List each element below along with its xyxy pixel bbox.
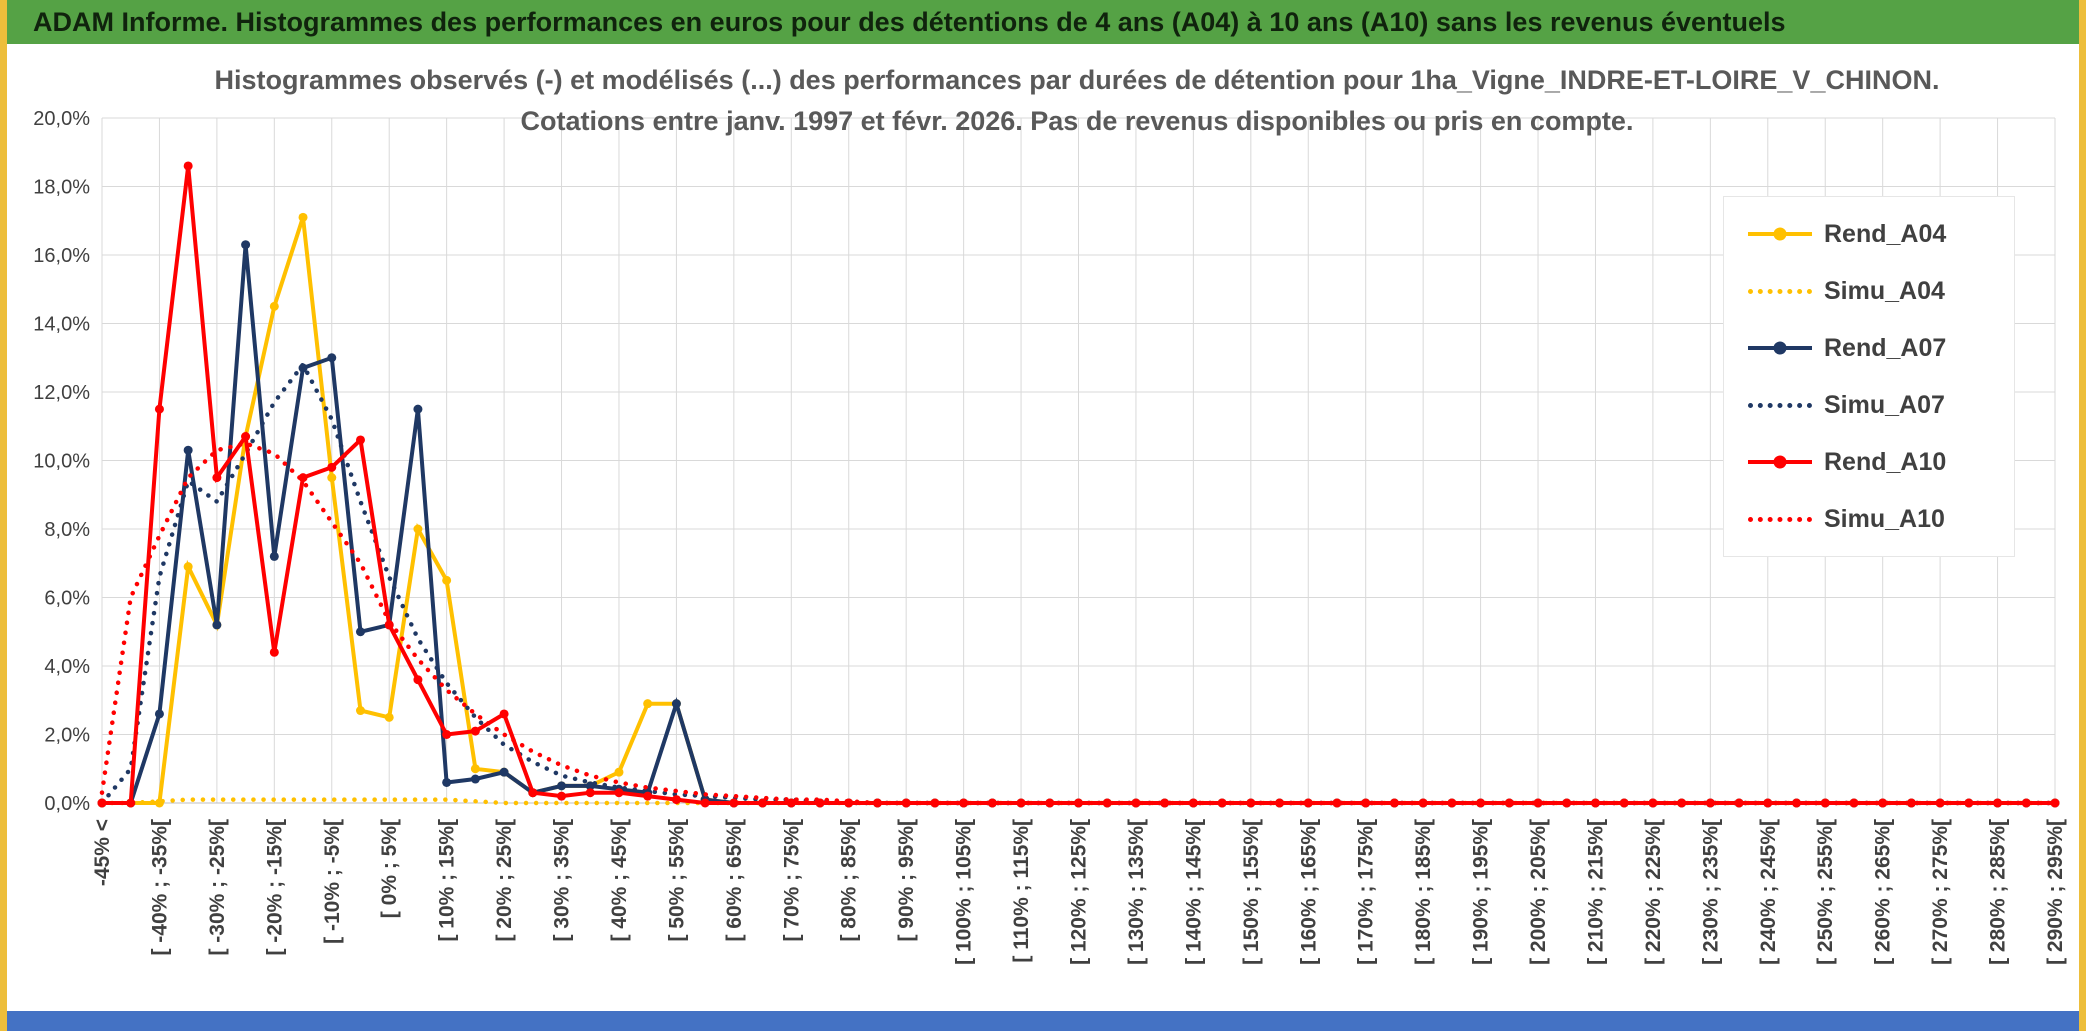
header-bar: ADAM Informe. Histogrammes des performan…	[7, 0, 2079, 44]
svg-text:[ 250% ; 255%[: [ 250% ; 255%[	[1814, 819, 1837, 965]
svg-text:20,0%: 20,0%	[33, 108, 90, 130]
svg-text:[ -40% ; -35%[: [ -40% ; -35%[	[148, 819, 171, 956]
window-title: ADAM Informe. Histogrammes des performan…	[33, 6, 1786, 37]
legend-label: Simu_A10	[1824, 504, 1945, 533]
legend-item-simu_a04: Simu_A04	[1748, 274, 1990, 308]
svg-text:[ 110% ; 115%[: [ 110% ; 115%[	[1010, 819, 1033, 963]
svg-text:2,0%: 2,0%	[44, 725, 90, 747]
legend-label: Rend_A10	[1824, 447, 1947, 476]
legend-item-simu_a07: Simu_A07	[1748, 388, 1990, 422]
svg-text:[ 10% ; 15%[: [ 10% ; 15%[	[436, 819, 459, 942]
chart-area: -45% < [ -40% ; -35%[ [ -30% ; -25%[ [ -20%…	[7, 44, 2079, 1011]
marker-dot-icon	[1773, 227, 1787, 241]
svg-text:[ 50% ; 55%[: [ 50% ; 55%[	[665, 819, 688, 942]
legend-label: Simu_A07	[1824, 390, 1945, 419]
legend-label: Simu_A04	[1824, 276, 1945, 305]
svg-text:[ 80% ; 85%[: [ 80% ; 85%[	[838, 819, 861, 942]
svg-text:6,0%: 6,0%	[44, 588, 90, 610]
performance-histogram-chart: -45% < [ -40% ; -35%[ [ -30% ; -25%[ [ -20%…	[33, 108, 2067, 965]
solid-line-sample-icon	[1748, 338, 1812, 358]
svg-text:[ 180% ; 185%[: [ 180% ; 185%[	[1412, 819, 1435, 965]
legend-label: Rend_A04	[1824, 219, 1947, 248]
svg-text:[ 170% ; 175%[: [ 170% ; 175%[	[1355, 819, 1378, 965]
svg-text:12,0%: 12,0%	[33, 382, 90, 404]
svg-text:[ 130% ; 135%[: [ 130% ; 135%[	[1125, 819, 1148, 965]
legend-item-rend_a07: Rend_A07	[1748, 331, 1990, 365]
svg-text:[ 270% ; 275%[: [ 270% ; 275%[	[1929, 819, 1952, 965]
svg-text:[ 150% ; 155%[: [ 150% ; 155%[	[1240, 819, 1263, 965]
svg-text:[ 290% ; 295%[: [ 290% ; 295%[	[2044, 819, 2067, 965]
svg-text:4,0%: 4,0%	[44, 656, 90, 678]
svg-text:[ 190% ; 195%[: [ 190% ; 195%[	[1470, 819, 1493, 965]
dotted-line-sample-icon	[1748, 395, 1812, 415]
legend-item-rend_a04: Rend_A04	[1748, 217, 1990, 251]
svg-text:[ -20% ; -15%[: [ -20% ; -15%[	[263, 819, 286, 956]
marker-dot-icon	[1773, 455, 1787, 469]
svg-text:14,0%: 14,0%	[33, 314, 90, 336]
legend-item-simu_a10: Simu_A10	[1748, 502, 1990, 536]
footer-bar	[7, 1011, 2079, 1031]
solid-line-sample-icon	[1748, 452, 1812, 472]
svg-text:[ 280% ; 285%[: [ 280% ; 285%[	[1987, 819, 2010, 965]
svg-text:[ 70% ; 75%[: [ 70% ; 75%[	[780, 819, 803, 942]
chart-title: Histogrammes observés (-) et modélisés (…	[97, 60, 2057, 142]
svg-text:[ 200% ; 205%[: [ 200% ; 205%[	[1527, 819, 1550, 965]
solid-line-sample-icon	[1748, 224, 1812, 244]
svg-text:[ 60% ; 65%[: [ 60% ; 65%[	[723, 819, 746, 942]
chart-title-line-1: Histogrammes observés (-) et modélisés (…	[214, 65, 1940, 95]
svg-text:[ -10% ; -5%[: [ -10% ; -5%[	[321, 819, 344, 944]
dotted-line-sample-icon	[1748, 509, 1812, 529]
svg-text:[ 230% ; 235%[: [ 230% ; 235%[	[1699, 819, 1722, 965]
svg-text:[ 220% ; 225%[: [ 220% ; 225%[	[1642, 819, 1665, 965]
svg-text:[ 0% ; 5%[: [ 0% ; 5%[	[378, 819, 401, 918]
svg-text:[ 90% ; 95%[: [ 90% ; 95%[	[895, 819, 918, 942]
svg-text:[ -30% ; -25%[: [ -30% ; -25%[	[206, 819, 229, 956]
dotted-line-sample-icon	[1748, 281, 1812, 301]
svg-text:16,0%: 16,0%	[33, 245, 90, 267]
chart-legend: Rend_A04 Simu_A04 Rend_A07 Simu_A07 Rend_A10…	[1723, 196, 2015, 557]
svg-text:[ 160% ; 165%[: [ 160% ; 165%[	[1297, 819, 1320, 965]
svg-text:[ 240% ; 245%[: [ 240% ; 245%[	[1757, 819, 1780, 965]
svg-text:[ 30% ; 35%[: [ 30% ; 35%[	[551, 819, 574, 942]
svg-text:[ 120% ; 125%[: [ 120% ; 125%[	[1068, 819, 1091, 965]
svg-text:[ 20% ; 25%[: [ 20% ; 25%[	[493, 819, 516, 942]
svg-text:8,0%: 8,0%	[44, 519, 90, 541]
svg-text:18,0%: 18,0%	[33, 177, 90, 199]
svg-text:-45% <: -45% <	[91, 819, 114, 886]
marker-dot-icon	[1773, 341, 1787, 355]
svg-text:[ 140% ; 145%[: [ 140% ; 145%[	[1182, 819, 1205, 965]
legend-item-rend_a10: Rend_A10	[1748, 445, 1990, 479]
svg-text:[ 210% ; 215%[: [ 210% ; 215%[	[1584, 819, 1607, 965]
svg-text:[ 100% ; 105%[: [ 100% ; 105%[	[953, 819, 976, 965]
svg-text:[ 260% ; 265%[: [ 260% ; 265%[	[1872, 819, 1895, 965]
svg-text:[ 40% ; 45%[: [ 40% ; 45%[	[608, 819, 631, 942]
svg-text:10,0%: 10,0%	[33, 451, 90, 473]
chart-title-line-2: Cotations entre janv. 1997 et févr. 2026…	[520, 106, 1634, 136]
legend-label: Rend_A07	[1824, 333, 1947, 362]
svg-text:0,0%: 0,0%	[44, 793, 90, 815]
